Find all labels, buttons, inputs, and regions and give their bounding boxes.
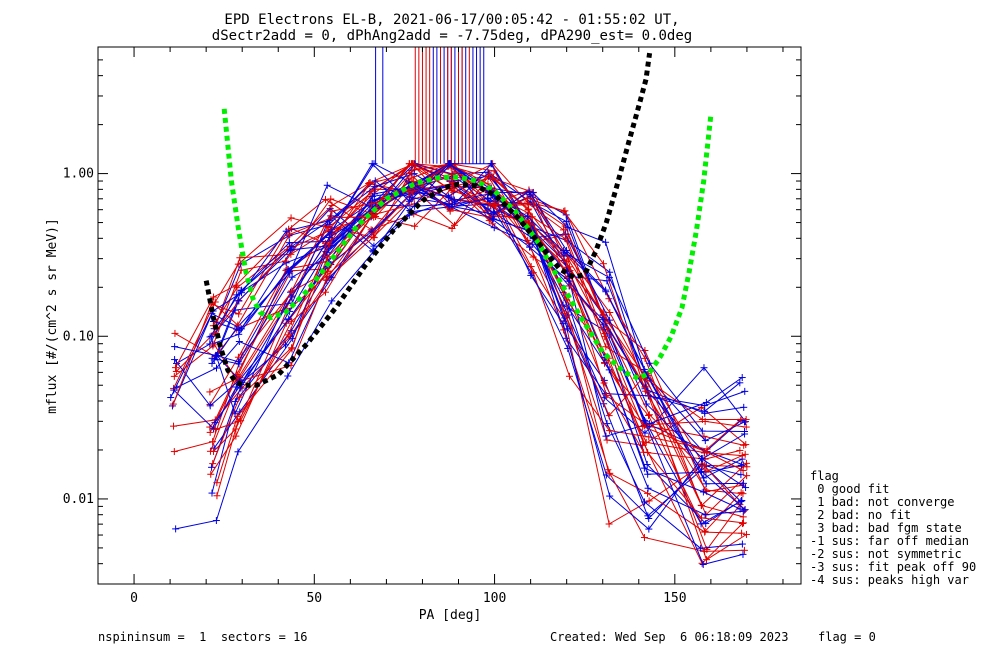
flux-curve	[212, 163, 744, 518]
legend-item: -1 sus: far off median	[810, 534, 969, 548]
x-tick-label: 100	[483, 591, 506, 606]
flux-curve-markers	[170, 182, 748, 514]
fit-curve-green	[221, 108, 714, 382]
flux-curve-markers	[210, 168, 746, 537]
flux-curve-markers	[170, 160, 746, 552]
flux-curve-markers	[172, 162, 750, 431]
y-tick-label: 0.10	[63, 329, 94, 344]
legend-item: -2 sus: not symmetric	[810, 547, 962, 561]
flux-curve-markers	[209, 160, 747, 527]
legend-item: -4 sus: peaks high var	[810, 573, 969, 587]
x-tick-label: 50	[306, 591, 322, 606]
footer-spin-info: nspininsum = 1 sectors = 16	[98, 630, 308, 644]
y-tick-label: 1.00	[63, 167, 94, 182]
flux-curve-markers	[213, 160, 747, 519]
chart-title-line2: dSectr2add = 0, dPhAng2add = -7.75deg, d…	[212, 28, 692, 44]
flux-curve	[216, 162, 744, 516]
flux-curve	[209, 163, 741, 460]
flux-curve	[215, 173, 742, 520]
plot-frame	[97, 46, 802, 585]
fit-curve-black	[203, 52, 653, 388]
flux-curve	[173, 185, 745, 511]
footer-created: Created: Wed Sep 6 06:18:09 2023	[550, 630, 788, 644]
fit-layer	[203, 52, 714, 388]
flux-curve	[210, 186, 745, 552]
flux-curve-markers	[206, 183, 745, 535]
flag-legend: flag 0 good fit 1 bad: not converge 2 ba…	[810, 469, 976, 587]
flux-curve-markers	[209, 160, 747, 521]
chart-title-line1: EPD Electrons EL-B, 2021-06-17/00:05:42 …	[224, 12, 679, 28]
flux-curve	[212, 163, 744, 524]
x-axis-label: PA [deg]	[419, 608, 482, 623]
flux-curve	[213, 163, 741, 412]
x-tick-label: 0	[130, 591, 138, 606]
flux-curve	[211, 166, 747, 516]
legend-item: 2 bad: no fit	[810, 508, 911, 522]
flux-curve	[211, 185, 744, 566]
flux-curve	[211, 163, 742, 475]
y-axis-label: mflux [#/(cm^2 s sr MeV)]	[45, 218, 60, 414]
legend-item: 0 good fit	[810, 482, 889, 496]
footer-flag: flag = 0	[818, 630, 876, 644]
x-tick-label: 150	[663, 591, 686, 606]
y-tick-label: 0.01	[63, 492, 94, 507]
axis-layer: 0 50 100 150 0.01 0.10 1.00	[63, 46, 801, 606]
data-layer	[167, 47, 751, 568]
flux-curve	[209, 186, 742, 533]
legend-heading: flag	[810, 469, 839, 483]
flux-curve	[215, 181, 746, 472]
flux-curve	[216, 172, 747, 496]
legend-item: 1 bad: not converge	[810, 495, 955, 509]
flux-curve-markers	[171, 160, 748, 435]
flux-curve-markers	[169, 160, 747, 474]
flux-curve	[214, 181, 746, 510]
legend-item: -3 sus: fit peak off 90	[810, 560, 976, 574]
legend-item: 3 bad: bad fgm state	[810, 521, 962, 535]
